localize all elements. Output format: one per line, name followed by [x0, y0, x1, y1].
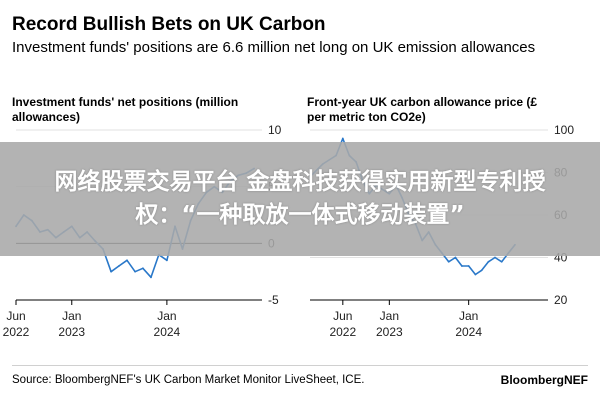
- positions-data-point: [134, 270, 136, 273]
- overlay-banner: 网络股票交易平台 金盘科技获得实用新型专利授权：“一种取放一体式移动装置”: [0, 142, 600, 256]
- positions-x-tick-label: Jan: [157, 309, 176, 323]
- positions-x-tick-label: 2022: [3, 325, 30, 339]
- banner-text: 网络股票交易平台 金盘科技获得实用新型专利授权：“一种取放一体式移动装置”: [54, 169, 546, 228]
- positions-y-tick-label: -5: [268, 293, 279, 307]
- price-x-tick-label: Jan: [459, 309, 478, 323]
- price-x-tick-label: 2022: [329, 325, 356, 339]
- positions-data-point: [165, 259, 168, 262]
- price-data-point: [480, 269, 483, 272]
- price-data-point: [487, 260, 490, 263]
- price-x-tick-label: 2023: [376, 325, 403, 339]
- source-note: Source: BloombergNEF's UK Carbon Market …: [12, 374, 365, 386]
- price-x-tick-label: Jan: [380, 309, 399, 323]
- positions-x-tick-label: 2024: [154, 325, 181, 339]
- positions-x-tick-label: 2023: [58, 325, 85, 339]
- positions-y-tick-label: 10: [268, 123, 282, 137]
- positions-x-tick-label: Jan: [62, 309, 81, 323]
- price-y-tick-label: 100: [554, 123, 574, 137]
- positions-data-point: [150, 276, 152, 279]
- price-data-point: [461, 265, 463, 267]
- positions-data-point: [118, 265, 120, 267]
- price-data-point: [341, 137, 344, 140]
- price-x-tick-label: 2024: [455, 325, 482, 339]
- price-data-point: [454, 256, 457, 259]
- right-chart-title: Front-year UK carbon allowance price (£ …: [307, 95, 538, 124]
- price-y-tick-label: 20: [554, 293, 568, 307]
- price-x-tick-label: Jun: [333, 309, 352, 323]
- price-data-point: [447, 260, 450, 263]
- positions-data-point: [142, 267, 144, 270]
- price-data-point: [500, 260, 503, 263]
- price-data-point: [467, 265, 470, 267]
- page-title: Record Bullish Bets on UK Carbon: [12, 14, 326, 35]
- positions-data-point: [110, 270, 113, 273]
- page-subtitle: Investment funds' positions are 6.6 mill…: [12, 39, 536, 56]
- left-chart-title: Investment funds' net positions (million…: [12, 95, 239, 124]
- brand-logo: BloombergNEF: [500, 373, 588, 387]
- positions-data-point: [126, 259, 128, 262]
- price-data-point: [494, 256, 496, 259]
- positions-x-tick-label: Jun: [6, 309, 25, 323]
- price-data-point: [474, 273, 477, 276]
- footer-divider: [12, 365, 588, 366]
